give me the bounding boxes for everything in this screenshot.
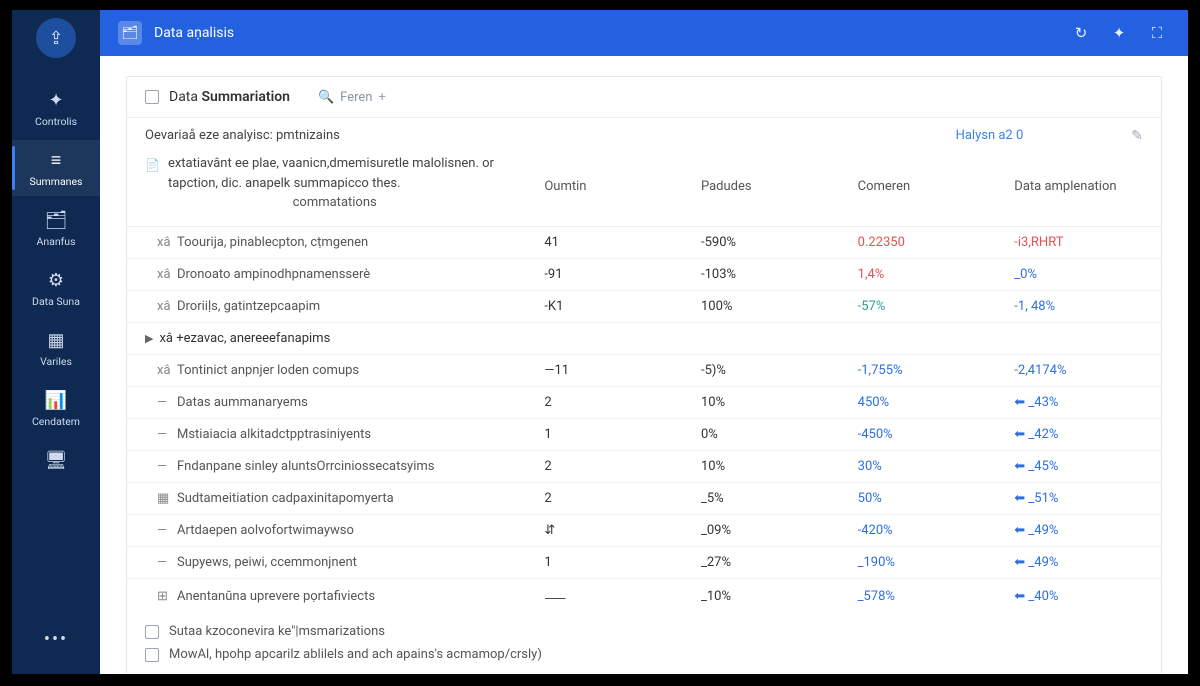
sidebar: ⇪ ✦ Controlis ≡ Summanes 🗂 Ananfus ⚙ Dat… <box>12 10 100 674</box>
table-row[interactable]: xâDronoato ampinodhpnamensserè-91-103%1,… <box>127 259 1161 291</box>
table-row[interactable]: xâDroriiḷs, gatintzepcaapim-K1100%-57%-1… <box>127 291 1161 323</box>
folder-icon: 🗂 <box>45 210 68 231</box>
row-mark-icon: — <box>157 459 171 474</box>
table-row[interactable]: —Datas aummanaryems210%450%⬅ _43% <box>127 387 1161 419</box>
row-mark-icon: xâ <box>157 299 171 314</box>
chart-icon: 📊 <box>45 390 67 411</box>
row-mark-icon: ⊞ <box>157 589 171 604</box>
expand-icon[interactable]: ▶ <box>145 332 153 345</box>
add-filter-icon[interactable]: + <box>378 90 385 105</box>
table-row[interactable]: —Supyews, peiwi, ccemmonjnent1_27%_190%⬅… <box>127 547 1161 579</box>
table-row[interactable]: ⊞Anentanŭna uprevere pọrtafiviects⸺_10%_… <box>127 579 1161 615</box>
footer-check-2[interactable]: MowAl, hpohp apcarilz ablilels and ach a… <box>145 647 1143 662</box>
col-data-amplenation[interactable]: Data amplenation <box>1004 146 1161 227</box>
row-mark-icon: xâ <box>157 267 171 282</box>
row-mark-icon: xâ <box>157 363 171 378</box>
footer-check-label: Sutaa kzoconevira ke"|msmarizations <box>169 624 385 639</box>
sidebar-more[interactable]: ••• <box>44 617 68 666</box>
col-padudes[interactable]: Padudes <box>691 146 848 227</box>
app-frame: ⇪ ✦ Controlis ≡ Summanes 🗂 Ananfus ⚙ Dat… <box>12 10 1188 674</box>
sidebar-item-data-suna[interactable]: ⚙ Data Suna <box>12 260 100 316</box>
sidebar-item-label: Cendatem <box>32 415 80 428</box>
table-row[interactable]: ▦Sudtameitiation cadpaxinitapomyerta2_5%… <box>127 483 1161 515</box>
top-header: 🗂 Data aṇalisis ↻ ✦ ⛶ <box>100 10 1188 56</box>
table-row[interactable]: xâToourija, pinablecpton, cṭmgenen41-590… <box>127 227 1161 259</box>
row-mark-icon: — <box>157 395 171 410</box>
terminal-icon: 🖥 <box>45 450 68 471</box>
doc-icon: 📄 <box>145 156 160 193</box>
sidebar-item-label: Ananfus <box>36 235 75 248</box>
panel-header: Data Summariation 🔍 Feren + <box>127 77 1161 118</box>
sidebar-item-label: Data Suna <box>32 295 80 308</box>
sidebar-item-terminal[interactable]: 🖥 <box>12 440 100 483</box>
footer-options: Sutaa kzoconevira ke"|msmarizations MowA… <box>127 614 1161 674</box>
data-table: 📄 extatiavânt ee plae, vaanicn,dmemisure… <box>127 146 1161 614</box>
row-mark-icon: ▦ <box>157 491 171 506</box>
table-row[interactable]: ▶xâ +ezavac, anereeefanapims <box>127 323 1161 355</box>
table-row[interactable]: —Mstiaiacia alkitadctpptrasiniyents10%-4… <box>127 419 1161 451</box>
search-placeholder: Feren <box>340 90 372 105</box>
table-row[interactable]: xâTontinict anpnjer loden comups—11-5)%-… <box>127 355 1161 387</box>
col-oumtin[interactable]: Oumtin <box>534 146 691 227</box>
refresh-button[interactable]: ↻ <box>1068 20 1094 46</box>
share-icon: ✦ <box>1113 24 1126 42</box>
row-mark-icon: — <box>157 555 171 570</box>
halysn-link[interactable]: Halysn a2 0 <box>956 128 1108 143</box>
row-mark-icon: — <box>157 427 171 442</box>
search-icon: 🔍 <box>318 90 334 105</box>
sidebar-item-summanes[interactable]: ≡ Summanes <box>12 140 100 196</box>
table-header-description: 📄 extatiavânt ee plae, vaanicn,dmemisure… <box>145 154 524 193</box>
select-all-checkbox[interactable] <box>145 90 159 104</box>
grid-icon: ▦ <box>47 330 64 351</box>
controls-icon: ✦ <box>48 90 63 111</box>
panel-subtitle: Oevariaå eze analyisc: pmtnizains <box>145 128 525 143</box>
main-area: 🗂 Data aṇalisis ↻ ✦ ⛶ Data Summariation … <box>100 10 1188 674</box>
sidebar-item-controlis[interactable]: ✦ Controlis <box>12 80 100 136</box>
header-title: Data aṇalisis <box>154 25 234 41</box>
panel-title: Data Summariation <box>169 89 290 105</box>
share-button[interactable]: ✦ <box>1106 20 1132 46</box>
sidebar-item-label: Variles <box>40 355 72 368</box>
gear-icon: ⚙ <box>48 270 64 291</box>
panel-search[interactable]: 🔍 Feren + <box>318 90 386 105</box>
header-app-icon[interactable]: 🗂 <box>118 21 142 45</box>
expand-icon: ⛶ <box>1152 24 1163 42</box>
checkbox[interactable] <box>145 648 159 662</box>
table-row[interactable]: —Fndanpane sinley aluntsOrrciniossecatsy… <box>127 451 1161 483</box>
app-logo[interactable]: ⇪ <box>36 18 76 58</box>
checkbox[interactable] <box>145 625 159 639</box>
row-mark-icon: xâ <box>157 235 171 250</box>
sidebar-item-label: Controlis <box>35 115 77 128</box>
table-row[interactable]: —Artdaepen aolvofortwimaywso⇵_09%-420%⬅ … <box>127 515 1161 547</box>
sidebar-item-cendatem[interactable]: 📊 Cendatem <box>12 380 100 436</box>
footer-check-label: MowAl, hpohp apcarilz ablilels and ach a… <box>169 647 542 662</box>
logo-icon: ⇪ <box>48 28 63 49</box>
content: Data Summariation 🔍 Feren + Oevariaå eze… <box>100 56 1188 674</box>
summary-panel: Data Summariation 🔍 Feren + Oevariaå eze… <box>126 76 1162 674</box>
sidebar-item-label: Summanes <box>30 175 83 188</box>
commtations-label: commatations <box>145 193 524 218</box>
summary-icon: ≡ <box>51 150 62 171</box>
row-mark-icon: — <box>157 523 171 538</box>
briefcase-icon: 🗂 <box>122 26 139 41</box>
footer-check-1[interactable]: Sutaa kzoconevira ke"|msmarizations <box>145 624 1143 639</box>
sidebar-item-variles[interactable]: ▦ Variles <box>12 320 100 376</box>
expand-button[interactable]: ⛶ <box>1144 20 1170 46</box>
refresh-icon: ↻ <box>1075 24 1088 42</box>
edit-icon[interactable]: ✎ <box>1131 128 1143 144</box>
col-comeren[interactable]: Comeren <box>848 146 1005 227</box>
sidebar-item-ananfus[interactable]: 🗂 Ananfus <box>12 200 100 256</box>
